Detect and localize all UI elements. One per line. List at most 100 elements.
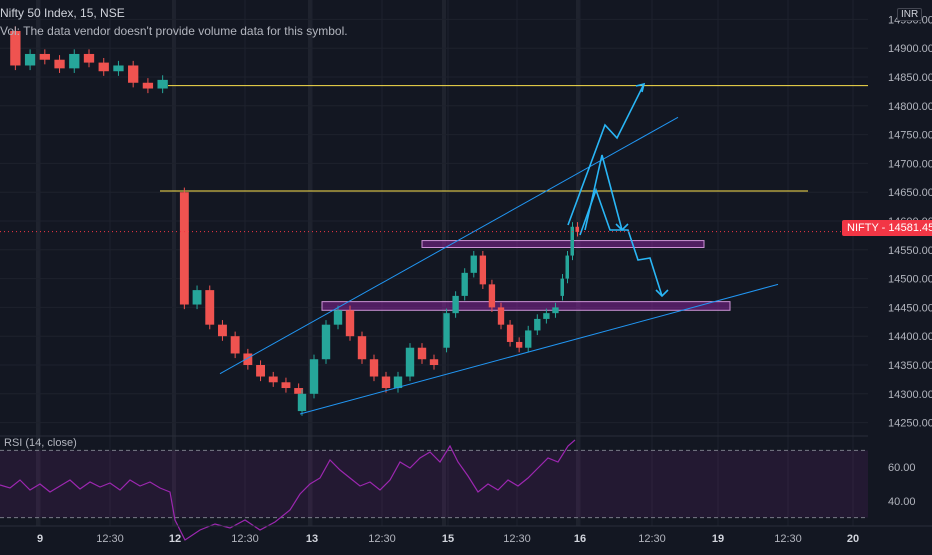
current-price-badge: NIFTY - 14581.45 <box>842 220 932 236</box>
candle-body <box>345 310 355 337</box>
y-tick-label: 14550.00 <box>888 245 932 257</box>
projection-arrow <box>567 83 645 226</box>
y-tick-label: 14500.00 <box>888 274 932 286</box>
candle-body <box>470 255 477 273</box>
x-tick-label: 12 <box>169 533 181 545</box>
x-tick-label: 9 <box>37 533 43 545</box>
candle-body <box>243 353 253 365</box>
candle-body <box>294 388 304 394</box>
x-tick-label: 12:30 <box>638 533 666 545</box>
candle-body <box>461 272 468 296</box>
y-tick-label: 14650.00 <box>888 187 932 199</box>
session-separator <box>576 0 580 526</box>
y-tick-label: 14700.00 <box>888 158 932 170</box>
x-tick-label: 19 <box>712 533 724 545</box>
candle-body <box>192 290 202 305</box>
candle-body <box>506 324 514 342</box>
session-separator <box>308 0 312 526</box>
candle-body <box>479 255 487 285</box>
candle-body <box>497 307 505 325</box>
candle-body <box>157 79 168 89</box>
x-tick-label: 15 <box>442 533 454 545</box>
candle-body <box>98 62 109 72</box>
y-tick-label: 14450.00 <box>888 302 932 314</box>
arrowhead <box>635 82 646 93</box>
x-tick-label: 12:30 <box>774 533 802 545</box>
session-separator <box>442 0 446 526</box>
support-resistance-zone <box>421 240 705 248</box>
x-tick-label: 12:30 <box>503 533 531 545</box>
support-resistance-zone <box>321 301 731 311</box>
candle-body <box>369 359 379 377</box>
candle-body <box>534 318 541 331</box>
candle-body <box>218 324 227 337</box>
x-tick-label: 20 <box>847 533 859 545</box>
trend-channel-line <box>299 283 779 415</box>
projection-arrow <box>579 187 663 297</box>
candle-body <box>113 65 124 72</box>
candle-body <box>525 330 532 348</box>
current-price-symbol: NIFTY <box>847 222 879 234</box>
y-tick-label: 14250.00 <box>888 418 932 430</box>
y-tick-label: 14800.00 <box>888 101 932 113</box>
rsi-tick-label: 40.00 <box>888 496 916 508</box>
candle-body <box>128 65 139 83</box>
candle-body <box>417 347 427 360</box>
candle-body <box>179 192 189 305</box>
candle-body <box>39 53 50 60</box>
y-tick-label: 14300.00 <box>888 389 932 401</box>
x-tick-label: 16 <box>574 533 586 545</box>
x-tick-label: 12:30 <box>231 533 259 545</box>
candle-body <box>429 359 439 365</box>
candle-body <box>552 307 559 314</box>
x-tick-label: 12:30 <box>96 533 124 545</box>
symbol-title: Nifty 50 Index, 15, NSE <box>0 6 125 20</box>
candle-body <box>24 53 36 66</box>
candle-body <box>443 313 450 348</box>
x-tick-label: 13 <box>306 533 318 545</box>
current-price-separator: - <box>881 222 889 234</box>
candle-body <box>393 376 403 389</box>
candle-body <box>575 226 579 232</box>
session-separator <box>172 0 176 526</box>
currency-badge[interactable]: INR <box>897 8 923 21</box>
arrowhead <box>655 289 669 298</box>
x-tick-label: 12:30 <box>368 533 396 545</box>
candle-body <box>256 365 265 377</box>
y-tick-label: 14750.00 <box>888 130 932 142</box>
candle-body <box>321 324 331 360</box>
candle-body <box>281 382 291 389</box>
candle-body <box>565 255 569 279</box>
candle-body <box>230 336 240 354</box>
candle-body <box>452 295 459 314</box>
y-tick-label: 14400.00 <box>888 331 932 343</box>
candle-body <box>570 226 574 256</box>
candle-body <box>560 278 564 296</box>
candle-body <box>205 290 215 325</box>
candle-body <box>142 82 154 89</box>
candle-body <box>268 376 278 383</box>
candle-body <box>381 376 391 389</box>
y-tick-label: 14900.00 <box>888 43 932 55</box>
current-price-value: 14581.45 <box>888 222 932 234</box>
candle-body <box>543 313 550 319</box>
volume-note: Vol: The data vendor doesn't provide vol… <box>0 24 348 38</box>
candle-body <box>10 30 21 66</box>
rsi-tick-label: 60.00 <box>888 462 916 474</box>
candle-body <box>69 53 80 69</box>
candle-body <box>405 347 415 377</box>
candle-body <box>54 59 65 69</box>
arrowhead <box>615 223 629 232</box>
session-separator <box>36 0 40 526</box>
candle-body <box>297 393 307 412</box>
candle-body <box>357 336 367 360</box>
rsi-label: RSI (14, close) <box>4 437 77 449</box>
candle-body <box>515 341 523 348</box>
rsi-line <box>0 439 576 541</box>
rsi-band <box>0 450 868 518</box>
y-tick-label: 14350.00 <box>888 360 932 372</box>
candle-body <box>83 53 95 63</box>
y-tick-label: 14850.00 <box>888 72 932 84</box>
